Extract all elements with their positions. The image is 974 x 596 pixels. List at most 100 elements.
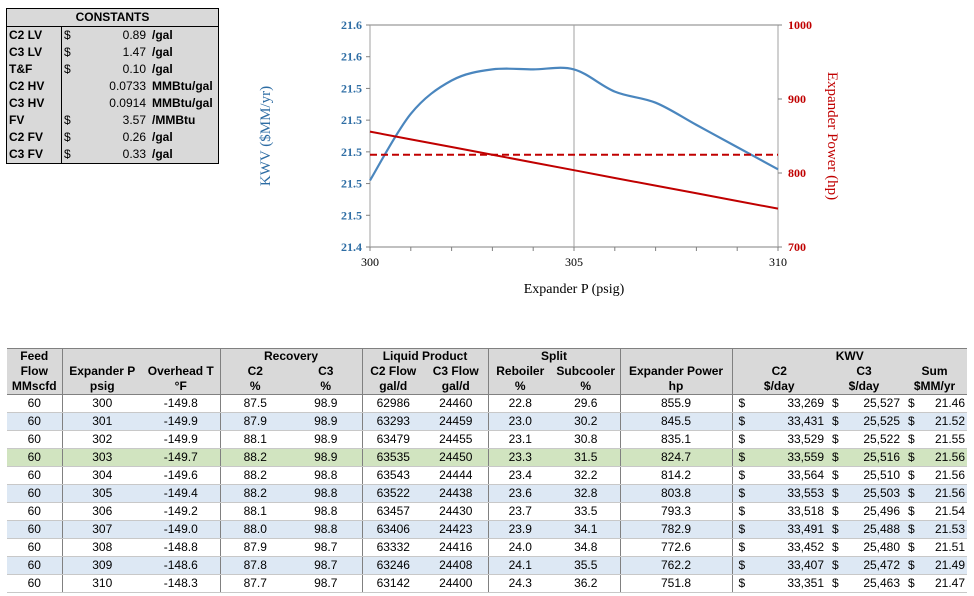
cell-value: 25,527: [863, 396, 901, 410]
dollar-sign: $: [832, 504, 839, 518]
dollar-sign: $: [738, 468, 746, 482]
constant-label: C3 FV: [7, 146, 62, 163]
cell-p: 310: [61, 574, 142, 593]
cell-c3: 98.8: [290, 502, 363, 521]
cell-p: 303: [61, 448, 142, 467]
y-left-tick-label: 21.5: [341, 208, 362, 222]
cell-c3: 98.9: [290, 448, 363, 467]
cell-c3: 98.8: [290, 520, 363, 539]
constant-row: FV $3.57/MMBtu: [7, 112, 218, 129]
table-row: 60 305 -149.4 88.2 98.8 63522 24438 23.6 32.8 803…: [7, 484, 968, 503]
cell-hp: 855.9: [619, 394, 733, 413]
column-unit: %: [290, 379, 363, 395]
cell-sub: 30.2: [552, 412, 621, 431]
y-left-tick-label: 21.5: [341, 177, 362, 191]
cell-value: 25,488: [863, 522, 901, 536]
group-liquid-product: Liquid Product: [361, 348, 489, 364]
dollar-sign: $: [738, 432, 746, 446]
cell-value: 33,553: [787, 486, 825, 500]
cell-c3f: 24455: [424, 430, 489, 449]
cell-p: 300: [61, 394, 142, 413]
cell-value: 25,522: [863, 432, 901, 446]
cell-c3: 98.9: [290, 412, 363, 431]
cell-c2: 87.9: [219, 412, 290, 431]
column-unit: hp: [619, 379, 733, 395]
constant-value: 0.89: [122, 28, 146, 42]
cell-c2: 88.1: [219, 430, 290, 449]
cell-hp: 845.5: [619, 412, 733, 431]
dollar-sign: $: [908, 486, 915, 500]
dollar-sign: $: [738, 486, 746, 500]
cell-p: 304: [61, 466, 142, 485]
y-right-tick-label: 1000: [788, 18, 812, 32]
y-left-tick-label: 21.4: [341, 240, 362, 254]
constant-unit: /gal: [152, 62, 173, 76]
dollar-sign: $: [908, 540, 915, 554]
constant-unit: /gal: [152, 45, 173, 59]
cell-flow: 60: [7, 574, 62, 593]
column-unit: MMscfd: [7, 379, 62, 395]
constant-row: T&F $0.10/gal: [7, 61, 218, 78]
cell-t: -149.6: [142, 466, 220, 485]
constant-row: C3 HV 0.0914 MMBtu/gal: [7, 95, 218, 112]
cell-kc2: $33,269: [731, 394, 827, 413]
kwv-series-line: [369, 66, 779, 181]
cell-c2: 87.9: [219, 538, 290, 557]
group-kwv: KWV: [731, 348, 968, 364]
constant-label: C2 LV: [7, 26, 62, 44]
y-left-axis-label: KWV ($MM/yr): [258, 86, 274, 186]
cell-c3: 98.9: [290, 430, 363, 449]
dollar-sign: $: [908, 522, 915, 536]
dollar-sign: $: [908, 396, 915, 410]
group-recovery: Recovery: [219, 348, 363, 364]
column-unit: $/day: [731, 379, 827, 395]
column-header: Subcooler: [552, 364, 621, 379]
cell-kc2: $33,529: [731, 430, 827, 449]
constant-label: C2 HV: [7, 78, 62, 95]
cell-flow: 60: [7, 538, 62, 557]
dollar-sign: $: [832, 396, 839, 410]
table-row: 60 301 -149.9 87.9 98.9 63293 24459 23.0 30.2 845…: [7, 412, 968, 431]
dollar-sign: $: [832, 576, 839, 590]
dollar-sign: $: [908, 576, 915, 590]
constant-label: T&F: [7, 61, 62, 78]
cell-sum: $21.56: [902, 484, 968, 503]
cell-c3: 98.7: [290, 538, 363, 557]
x-tick-label: 310: [769, 255, 787, 269]
cell-sum: $21.52: [902, 412, 968, 431]
cell-value: 21.54: [935, 504, 966, 518]
column-header: C2 Flow: [361, 364, 425, 379]
cell-reb: 23.7: [487, 502, 553, 521]
cell-reb: 23.9: [487, 520, 553, 539]
table-row: 60 307 -149.0 88.0 98.8 63406 24423 23.9 34.1 782…: [7, 520, 968, 539]
column-unit: °F: [142, 379, 220, 395]
column-unit: %: [552, 379, 621, 395]
column-header: C3: [290, 364, 363, 379]
cell-t: -149.9: [142, 430, 220, 449]
cell-sub: 32.2: [552, 466, 621, 485]
cell-p: 307: [61, 520, 142, 539]
constant-row: C2 LV $0.89/gal: [7, 26, 218, 44]
cell-t: -148.3: [142, 574, 220, 593]
cell-kc2: $33,491: [731, 520, 827, 539]
dollar-sign: $: [908, 414, 915, 428]
y-left-tick-label: 21.5: [341, 145, 362, 159]
cell-reb: 23.4: [487, 466, 553, 485]
cell-sum: $21.56: [902, 466, 968, 485]
dollar-sign: $: [832, 432, 839, 446]
constant-value: 0.33: [122, 147, 146, 161]
column-unit: %: [487, 379, 553, 395]
cell-t: -149.4: [142, 484, 220, 503]
column-header: C2: [219, 364, 290, 379]
cell-t: -149.8: [142, 394, 220, 413]
cell-c2: 87.8: [219, 556, 290, 575]
cell-p: 309: [61, 556, 142, 575]
cell-sum: $21.47: [902, 574, 968, 593]
dollar-sign: $: [738, 522, 746, 536]
constant-row: C3 FV $0.33/gal: [7, 146, 218, 163]
cell-value: 21.55: [935, 432, 966, 446]
cell-reb: 24.1: [487, 556, 553, 575]
column-unit: $/day: [826, 379, 903, 395]
dollar-sign: $: [738, 414, 746, 428]
cell-p: 308: [61, 538, 142, 557]
